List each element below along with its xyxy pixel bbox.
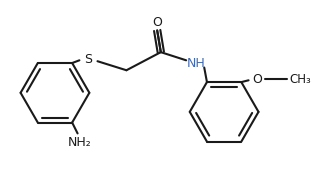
Text: NH: NH	[187, 57, 205, 70]
Text: CH₃: CH₃	[289, 73, 311, 86]
Text: NH₂: NH₂	[67, 136, 91, 149]
Text: O: O	[253, 73, 263, 86]
Text: S: S	[85, 53, 93, 66]
Text: O: O	[152, 16, 162, 29]
